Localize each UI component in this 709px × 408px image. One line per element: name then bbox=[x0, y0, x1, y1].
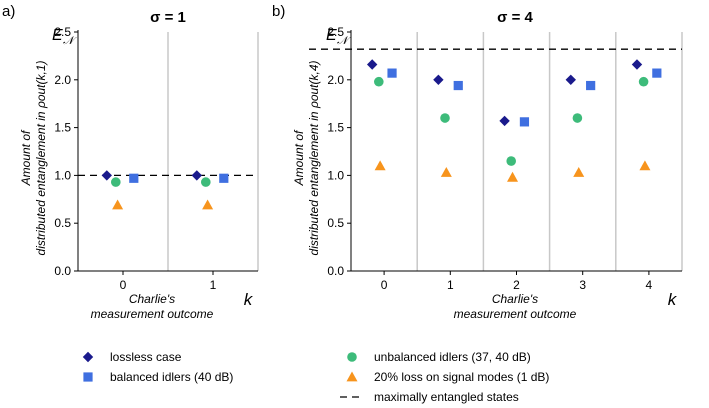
x-tick-label: 4 bbox=[646, 278, 653, 292]
y-label-line-2: distributed entanglement in ρout(k,1) bbox=[34, 61, 48, 256]
legend-label: 20% loss on signal modes (1 dB) bbox=[374, 370, 549, 384]
x-tick-label: 0 bbox=[120, 278, 127, 292]
y-axis-label: Amount of distributed entanglement in ρou… bbox=[19, 61, 48, 256]
marker-diamond bbox=[565, 74, 576, 85]
panel-label: b) bbox=[272, 3, 285, 20]
marker-circle bbox=[440, 113, 450, 123]
marker-square bbox=[586, 80, 596, 91]
marker-diamond bbox=[499, 115, 510, 127]
marker-circle bbox=[111, 177, 121, 187]
legend-item: maximally entangled states bbox=[340, 390, 519, 404]
marker-square bbox=[129, 173, 139, 183]
legend-label: maximally entangled states bbox=[374, 390, 519, 404]
marker-square bbox=[652, 68, 662, 78]
chart-title: σ = 4 bbox=[497, 9, 533, 26]
marker-triangle bbox=[573, 167, 585, 177]
marker-diamond bbox=[366, 59, 378, 70]
y-tick-label: 2.5 bbox=[327, 25, 344, 39]
panel-a: a) σ = 1 0.0 0.5 1.0 1.5 2.0 2.5 0 1 E 𝒩 Amount of di… bbox=[2, 3, 259, 321]
marker-triangle bbox=[639, 160, 651, 171]
y-label-line-1: Amount of bbox=[292, 129, 306, 186]
y-tick-label: 0.0 bbox=[54, 264, 71, 278]
x-tick-label: 0 bbox=[381, 278, 388, 292]
x-tick-label: 1 bbox=[447, 278, 454, 292]
marker-circle bbox=[638, 76, 649, 87]
marker-diamond bbox=[631, 59, 643, 70]
y-tick-label: 1.5 bbox=[54, 121, 71, 135]
marker-triangle bbox=[507, 171, 519, 182]
x-tick-label: 2 bbox=[513, 278, 520, 292]
legend-item: balanced idlers (40 dB) bbox=[83, 370, 233, 384]
marker-circle bbox=[201, 177, 211, 187]
y-tick-label: 2.0 bbox=[54, 73, 71, 87]
legend-item: lossless case bbox=[82, 350, 182, 364]
y-variable-subscript: 𝒩 bbox=[337, 35, 351, 47]
marker-square bbox=[387, 68, 397, 78]
x-label-line-1: Charlie's bbox=[129, 292, 175, 306]
marker-triangle bbox=[112, 199, 124, 210]
y-label-line-2: distributed entanglement in ρout(k,4) bbox=[307, 61, 321, 256]
y-axis-label: Amount of distributed entanglement in ρou… bbox=[292, 61, 321, 256]
y-tick-label: 0.5 bbox=[327, 216, 344, 230]
legend-marker-triangle bbox=[346, 371, 358, 382]
marker-circle bbox=[374, 76, 384, 87]
legend-marker-square bbox=[83, 372, 93, 382]
legend-label: unbalanced idlers (37, 40 dB) bbox=[374, 350, 531, 364]
marker-diamond bbox=[191, 170, 202, 181]
y-tick-label: 0.0 bbox=[327, 264, 344, 278]
legend-marker-diamond bbox=[82, 351, 94, 363]
panel-b: b) σ = 4 0.0 0.5 1.0 1.5 2.0 2.5 0 1 2 3 4 E 𝒩 Amount o… bbox=[272, 3, 683, 321]
legend-item: 20% loss on signal modes (1 dB) bbox=[346, 370, 549, 384]
y-tick-label: 2.5 bbox=[54, 25, 71, 39]
x-variable: k bbox=[668, 290, 678, 309]
x-variable: k bbox=[244, 290, 254, 309]
legend-marker-circle bbox=[347, 352, 357, 362]
legend-item: unbalanced idlers (37, 40 dB) bbox=[347, 350, 531, 364]
y-tick-label: 0.5 bbox=[54, 216, 71, 230]
marker-square bbox=[453, 80, 463, 91]
panel-label: a) bbox=[2, 3, 15, 20]
marker-circle bbox=[572, 113, 583, 123]
marker-square bbox=[219, 173, 229, 183]
marker-triangle bbox=[374, 160, 386, 171]
x-label-line-1: Charlie's bbox=[492, 292, 538, 306]
x-label-line-2: measurement outcome bbox=[91, 307, 214, 321]
marker-diamond bbox=[433, 74, 444, 85]
marker-triangle bbox=[440, 167, 452, 177]
x-tick-label: 1 bbox=[210, 278, 217, 292]
marker-diamond bbox=[101, 170, 112, 181]
y-tick-label: 1.0 bbox=[54, 168, 71, 182]
legend-label: balanced idlers (40 dB) bbox=[110, 370, 233, 384]
legend: lossless case balanced idlers (40 dB) unba… bbox=[82, 350, 549, 404]
marker-triangle bbox=[202, 199, 214, 210]
y-variable-subscript: 𝒩 bbox=[63, 35, 77, 47]
y-tick-label: 1.0 bbox=[327, 168, 344, 182]
marker-circle bbox=[506, 156, 517, 166]
y-label-line-1: Amount of bbox=[19, 129, 33, 186]
y-tick-label: 2.0 bbox=[327, 73, 344, 87]
y-variable: E bbox=[326, 27, 337, 44]
chart-title: σ = 1 bbox=[150, 9, 186, 26]
marker-square bbox=[519, 117, 530, 127]
legend-label: lossless case bbox=[110, 350, 182, 364]
y-tick-label: 1.5 bbox=[327, 121, 344, 135]
x-label-line-2: measurement outcome bbox=[454, 307, 577, 321]
x-tick-label: 3 bbox=[579, 278, 586, 292]
y-variable: E bbox=[52, 27, 63, 44]
